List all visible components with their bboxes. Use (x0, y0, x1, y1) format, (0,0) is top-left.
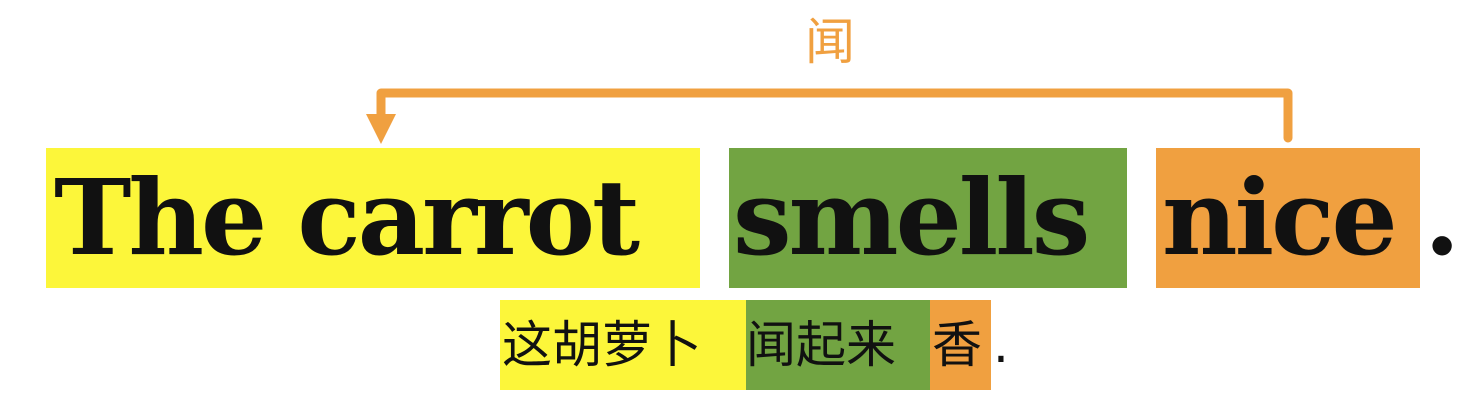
chinese-segment-complement: 香 (930, 300, 991, 390)
chinese-segment-subject: 这胡萝卜 (500, 300, 746, 390)
english-segment-complement: nice (1156, 148, 1420, 288)
chinese-segment-verb: 闻起来 (746, 300, 930, 390)
english-period: . (1424, 156, 1461, 279)
chinese-period: . (993, 316, 1009, 374)
arrow-path (376, 88, 1293, 143)
english-segment-verb: smells (729, 148, 1127, 288)
arrow-head (366, 114, 396, 144)
arrow-label: 闻 (805, 13, 855, 71)
english-segment-subject: The carrot (46, 148, 700, 288)
